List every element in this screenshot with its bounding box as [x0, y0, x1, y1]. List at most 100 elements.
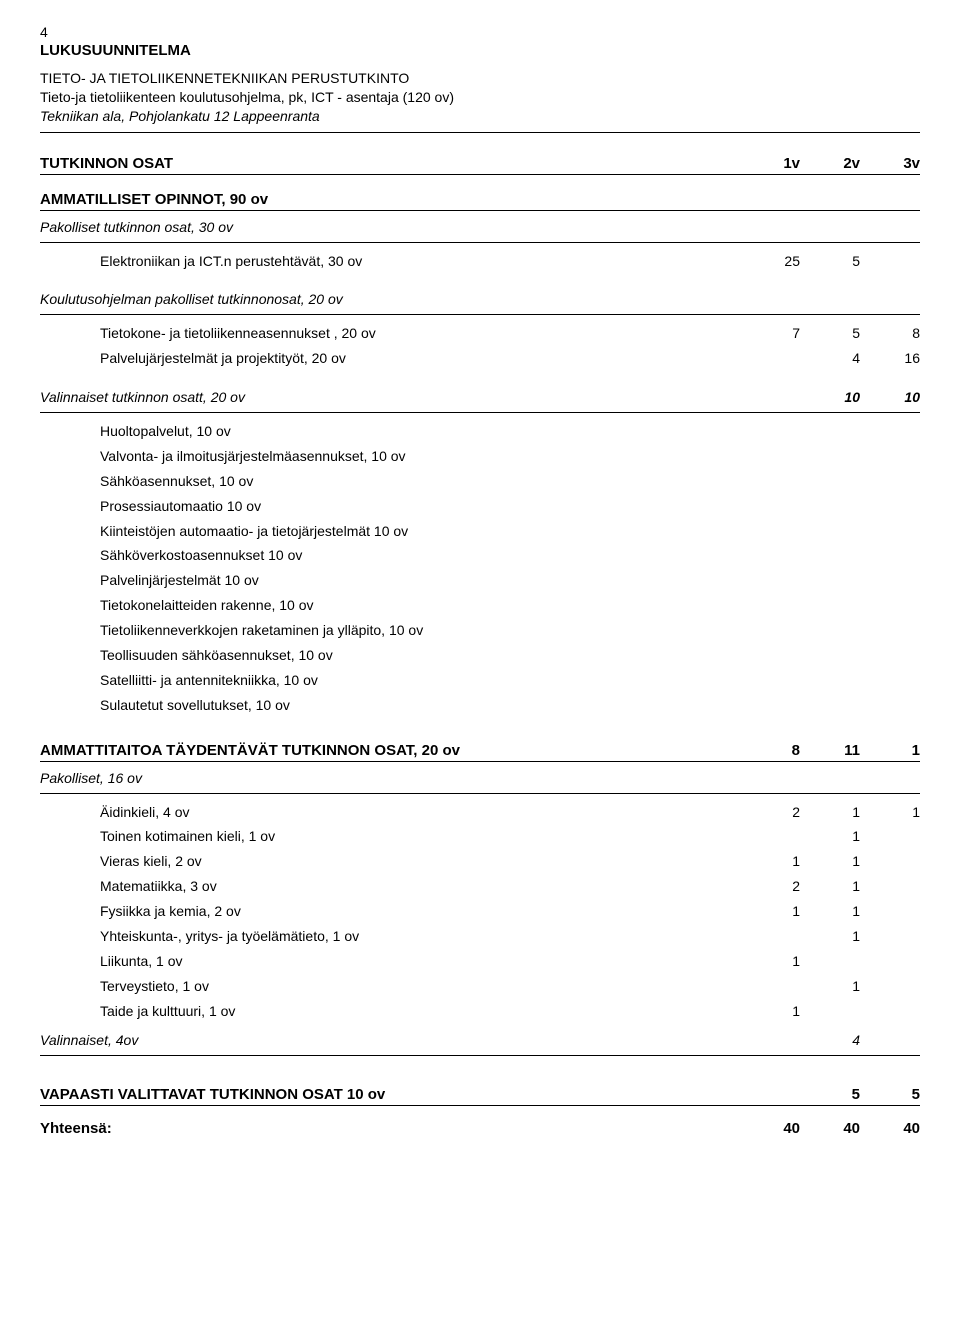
- optional-c3: 10: [860, 388, 920, 407]
- row-label: Vieras kieli, 2 ov: [100, 852, 740, 871]
- prog-title-label: Koulutusohjelman pakolliset tutkinnonosa…: [40, 290, 920, 309]
- free-label: VAPAASTI VALITTAVAT TUTKINNON OSAT 10 ov: [40, 1086, 740, 1103]
- row-c3: [860, 902, 920, 921]
- row-label: Liikunta, 1 ov: [100, 952, 740, 971]
- prof-title: AMMATILLISET OPINNOT, 90 ov: [40, 191, 920, 211]
- table-row: Äidinkieli, 4 ov211: [40, 800, 920, 825]
- row-c1: 25: [740, 252, 800, 271]
- table-row: Fysiikka ja kemia, 2 ov11: [40, 899, 920, 924]
- list-item-label: Palvelinjärjestelmät 10 ov: [100, 571, 920, 590]
- table-row: Liikunta, 1 ov1: [40, 949, 920, 974]
- list-item: Palvelinjärjestelmät 10 ov: [40, 568, 920, 593]
- supp-opt-label: Valinnaiset, 4ov: [40, 1031, 740, 1050]
- main-head-label: TUTKINNON OSAT: [40, 155, 740, 172]
- row-c1: [740, 977, 800, 996]
- table-row: Toinen kotimainen kieli, 1 ov1: [40, 824, 920, 849]
- supp-c1: 8: [740, 742, 800, 759]
- list-item: Kiinteistöjen automaatio- ja tietojärjes…: [40, 519, 920, 544]
- row-c3: 1: [860, 803, 920, 822]
- supp-rows: Äidinkieli, 4 ov211Toinen kotimainen kie…: [40, 800, 920, 1024]
- header-line-2: Tieto-ja tietoliikenteen koulutusohjelma…: [40, 88, 920, 107]
- divider: [40, 793, 920, 794]
- total-row: Yhteensä: 40 40 40: [40, 1116, 920, 1139]
- row-label: Äidinkieli, 4 ov: [100, 803, 740, 822]
- row-c1: 2: [740, 803, 800, 822]
- list-item: Sähköasennukset, 10 ov: [40, 469, 920, 494]
- supp-c3: 1: [860, 742, 920, 759]
- divider: [40, 242, 920, 243]
- row-c2: [800, 1002, 860, 1021]
- row-c2: 1: [800, 977, 860, 996]
- optional-list: Huoltopalvelut, 10 ovValvonta- ja ilmoit…: [40, 419, 920, 718]
- row-label: Palvelujärjestelmät ja projektityöt, 20 …: [100, 349, 740, 368]
- row-c2: 5: [800, 252, 860, 271]
- row-c3: [860, 1002, 920, 1021]
- plan-title: LUKUSUUNNITELMA: [40, 42, 920, 59]
- row-c2: 1: [800, 927, 860, 946]
- list-item: Sähköverkostoasennukset 10 ov: [40, 543, 920, 568]
- row-c2: [800, 952, 860, 971]
- header-block: TIETO- JA TIETOLIIKENNETEKNIIKAN PERUSTU…: [40, 69, 920, 126]
- list-item-label: Sähköasennukset, 10 ov: [100, 472, 920, 491]
- col-3v: 3v: [860, 155, 920, 172]
- row-c3: 16: [860, 349, 920, 368]
- list-item: Prosessiautomaatio 10 ov: [40, 494, 920, 519]
- header-line-1: TIETO- JA TIETOLIIKENNETEKNIIKAN PERUSTU…: [40, 69, 920, 88]
- table-row: Matematiikka, 3 ov21: [40, 874, 920, 899]
- row-c2: 1: [800, 803, 860, 822]
- row-label: Toinen kotimainen kieli, 1 ov: [100, 827, 740, 846]
- optional-c1: [740, 388, 800, 407]
- divider: [40, 1055, 920, 1056]
- row-c1: 1: [740, 902, 800, 921]
- list-item: Sulautetut sovellutukset, 10 ov: [40, 693, 920, 718]
- row-c2: 4: [800, 349, 860, 368]
- supp-opt-c1: [740, 1031, 800, 1050]
- row-c2: 5: [800, 324, 860, 343]
- free-c3: 5: [860, 1086, 920, 1103]
- list-item-label: Sulautetut sovellutukset, 10 ov: [100, 696, 920, 715]
- supp-mand-label: Pakolliset, 16 ov: [40, 769, 920, 788]
- table-row: Palvelujärjestelmät ja projektityöt, 20 …: [40, 346, 920, 371]
- row-c3: [860, 877, 920, 896]
- table-row: Taide ja kulttuuri, 1 ov1: [40, 999, 920, 1024]
- row-c3: [860, 952, 920, 971]
- list-item: Huoltopalvelut, 10 ov: [40, 419, 920, 444]
- row-c3: [860, 977, 920, 996]
- free-head: VAPAASTI VALITTAVAT TUTKINNON OSAT 10 ov…: [40, 1082, 920, 1106]
- page-number: 4: [40, 24, 920, 40]
- row-c1: 1: [740, 952, 800, 971]
- row-c1: [740, 349, 800, 368]
- mandatory-title: Pakolliset tutkinnon osat, 30 ov: [40, 215, 920, 240]
- total-c1: 40: [740, 1120, 800, 1137]
- row-label: Taide ja kulttuuri, 1 ov: [100, 1002, 740, 1021]
- table-row: Elektroniikan ja ICT.n perustehtävät, 30…: [40, 249, 920, 274]
- supp-opt-title: Valinnaiset, 4ov 4: [40, 1028, 920, 1053]
- row-label: Yhteiskunta-, yritys- ja työelämätieto, …: [100, 927, 740, 946]
- row-c3: [860, 827, 920, 846]
- row-label: Fysiikka ja kemia, 2 ov: [100, 902, 740, 921]
- main-section-head: TUTKINNON OSAT 1v 2v 3v: [40, 151, 920, 175]
- row-c1: [740, 827, 800, 846]
- row-c1: [740, 927, 800, 946]
- row-c1: 7: [740, 324, 800, 343]
- free-c2: 5: [800, 1086, 860, 1103]
- optional-title-row: Valinnaiset tutkinnon osatt, 20 ov 10 10: [40, 385, 920, 410]
- supp-head-label: AMMATTITAITOA TÄYDENTÄVÄT TUTKINNON OSAT…: [40, 742, 740, 759]
- row-c3: [860, 852, 920, 871]
- list-item-label: Satelliitti- ja antennitekniikka, 10 ov: [100, 671, 920, 690]
- list-item-label: Sähköverkostoasennukset 10 ov: [100, 546, 920, 565]
- row-c1: 1: [740, 1002, 800, 1021]
- divider: [40, 132, 920, 133]
- table-row: Vieras kieli, 2 ov11: [40, 849, 920, 874]
- col-1v: 1v: [740, 155, 800, 172]
- row-c1: 2: [740, 877, 800, 896]
- supp-mand-title: Pakolliset, 16 ov: [40, 766, 920, 791]
- row-c3: [860, 252, 920, 271]
- row-c2: 1: [800, 852, 860, 871]
- list-item-label: Kiinteistöjen automaatio- ja tietojärjes…: [100, 522, 920, 541]
- row-label: Terveystieto, 1 ov: [100, 977, 740, 996]
- divider: [40, 412, 920, 413]
- list-item: Teollisuuden sähköasennukset, 10 ov: [40, 643, 920, 668]
- list-item-label: Tietokonelaitteiden rakenne, 10 ov: [100, 596, 920, 615]
- col-2v: 2v: [800, 155, 860, 172]
